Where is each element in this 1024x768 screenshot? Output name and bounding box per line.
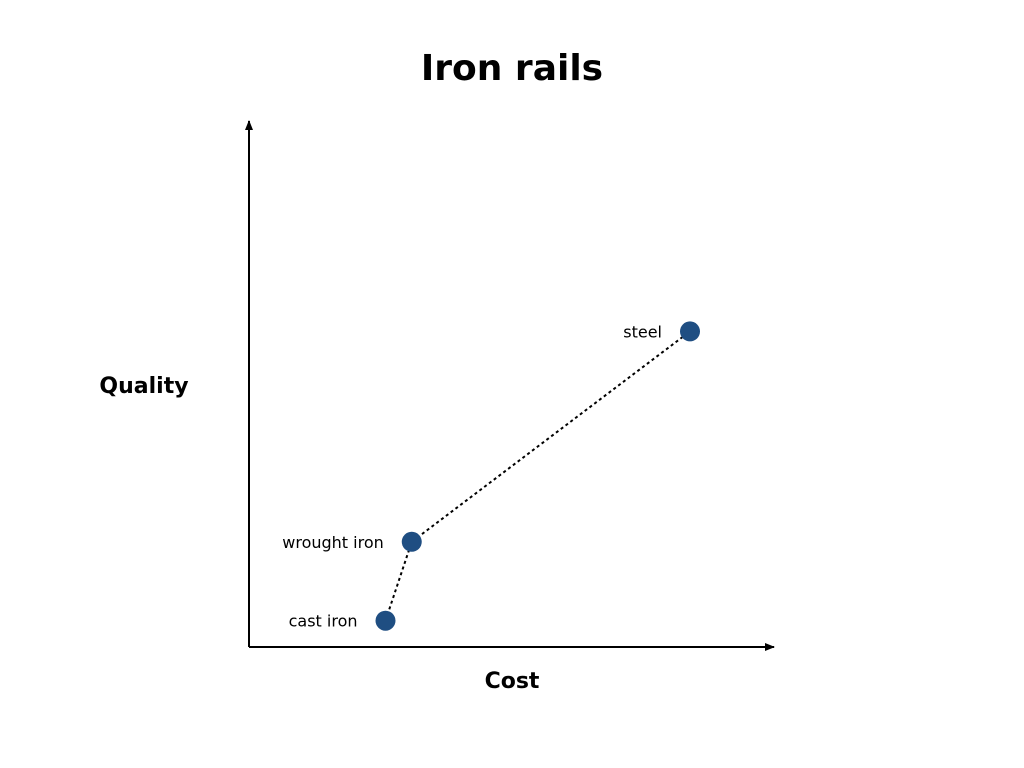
x-axis-label: Cost <box>485 669 540 694</box>
data-point-1 <box>401 531 422 552</box>
data-point-label-1: wrought iron <box>282 533 384 552</box>
chart-title: Iron rails <box>421 48 603 89</box>
connector-line <box>384 330 691 622</box>
data-point-0 <box>375 610 396 631</box>
data-point-2 <box>680 321 700 342</box>
data-series: cast iron wrought iron steel <box>282 321 700 631</box>
data-point-label-0: cast iron <box>289 612 358 631</box>
data-point-label-2: steel <box>623 322 662 341</box>
y-axis-label: Quality <box>99 374 188 399</box>
